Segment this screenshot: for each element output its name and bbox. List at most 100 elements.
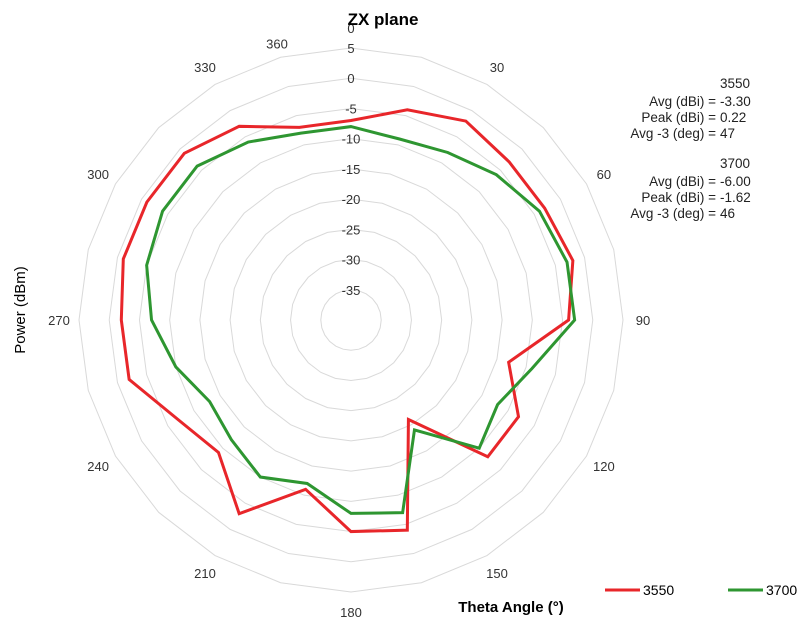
stats-label: Avg (dBi) = xyxy=(649,174,716,189)
stats-row: Avg -3 (deg) = 46 xyxy=(610,206,770,222)
data-point-3550 xyxy=(507,361,510,364)
grid-ring xyxy=(229,198,473,442)
stats-block-3700: 3700 Avg (dBi) = -6.00 Peak (dBi) = -1.6… xyxy=(610,156,770,222)
angle-tick-label: 360 xyxy=(266,37,288,52)
series-line-3700 xyxy=(145,125,577,515)
data-point-3700 xyxy=(259,475,262,479)
data-point-3550 xyxy=(183,152,186,155)
angle-tick-label: 210 xyxy=(194,566,216,581)
data-point-3550 xyxy=(127,378,131,381)
data-point-3550 xyxy=(543,206,546,210)
data-point-3550 xyxy=(349,119,353,122)
radial-tick-label: -25 xyxy=(342,222,361,237)
data-point-3700 xyxy=(161,210,164,213)
data-point-3550 xyxy=(237,125,241,128)
stats-row: Avg (dBi) = -3.30 xyxy=(610,94,770,110)
stats-row: Avg (dBi) = -6.00 xyxy=(610,174,770,190)
angle-tick-label: 240 xyxy=(87,459,109,474)
stats-label: Peak (dBi) = xyxy=(641,110,716,125)
stats-block-3550: 3550 Avg (dBi) = -3.30 Peak (dBi) = 0.22… xyxy=(610,76,770,142)
data-point-3550 xyxy=(177,418,180,421)
tick-labels: 5 0 -5 -10 -15 -20 -25 -30 -35 0 30 60 90 120 150 180 21… xyxy=(48,21,650,618)
data-point-3700 xyxy=(247,140,250,144)
legend: 3550 3700 xyxy=(605,582,797,598)
grid-ring xyxy=(199,168,503,472)
x-axis-label: Theta Angle (°) xyxy=(458,599,563,616)
data-point-3700 xyxy=(478,447,481,450)
stats-heading: 3700 xyxy=(719,156,750,171)
angle-tick-label: 300 xyxy=(87,167,109,182)
radial-tick-label: -35 xyxy=(342,283,361,298)
radial-tick-label: -15 xyxy=(342,162,361,177)
stats-value: 0.22 xyxy=(720,110,747,125)
data-point-3550 xyxy=(517,415,520,418)
data-point-3700 xyxy=(413,428,416,432)
stats-value: 47 xyxy=(720,126,736,141)
data-point-3700 xyxy=(398,137,401,141)
data-point-3700 xyxy=(230,438,233,441)
data-point-3700 xyxy=(401,511,404,514)
data-point-3550 xyxy=(407,418,410,421)
stats-row: Peak (dBi) = 0.22 xyxy=(610,110,770,126)
grid-ring xyxy=(108,77,594,563)
data-point-3550 xyxy=(486,455,489,458)
data-point-3700 xyxy=(145,264,148,267)
angle-tick-label: 30 xyxy=(490,60,504,75)
data-point-3700 xyxy=(496,403,499,406)
stats-label: Avg -3 (deg) = xyxy=(630,126,716,141)
data-point-3550 xyxy=(145,200,149,204)
grid-ring xyxy=(78,47,624,593)
legend-label-3700: 3700 xyxy=(766,582,797,598)
series-layer xyxy=(119,108,577,534)
data-point-3550 xyxy=(237,512,241,515)
data-point-3550 xyxy=(122,257,125,261)
angle-tick-label: 330 xyxy=(194,60,216,75)
grid-ring xyxy=(290,259,412,381)
radial-tick-label: 5 xyxy=(347,41,354,56)
data-point-3550 xyxy=(349,530,353,533)
data-point-3550 xyxy=(406,528,409,532)
data-point-3700 xyxy=(299,131,303,135)
data-point-3700 xyxy=(349,512,353,515)
data-point-3700 xyxy=(565,260,569,264)
stats-label: Avg -3 (deg) = xyxy=(630,206,716,221)
legend-label-3550: 3550 xyxy=(643,582,674,598)
data-point-3700 xyxy=(530,367,534,370)
grid-ring xyxy=(259,228,443,412)
data-point-3550 xyxy=(571,259,575,262)
data-point-3700 xyxy=(495,173,498,176)
data-point-3550 xyxy=(217,451,220,454)
angle-tick-label: 90 xyxy=(636,313,650,328)
data-point-3550 xyxy=(567,318,570,322)
stats-value: -6.00 xyxy=(720,174,751,189)
radial-tick-label: -20 xyxy=(342,192,361,207)
stats-row: Avg -3 (deg) = 47 xyxy=(610,126,770,142)
data-point-3700 xyxy=(573,318,576,322)
stats-label: Avg (dBi) = xyxy=(649,94,716,109)
chart-title: ZX plane xyxy=(348,10,419,29)
stats-heading: 3550 xyxy=(719,76,750,91)
stats-row: Peak (dBi) = -1.62 xyxy=(610,190,770,206)
data-point-3700 xyxy=(446,151,449,154)
data-point-3700 xyxy=(208,400,211,403)
angle-tick-label: 270 xyxy=(48,313,70,328)
stats-value: 46 xyxy=(720,206,736,221)
radial-tick-label: -30 xyxy=(342,253,361,268)
radial-tick-label: -10 xyxy=(342,132,361,147)
data-point-3700 xyxy=(305,482,309,485)
stats-value: -3.30 xyxy=(720,94,751,109)
data-point-3550 xyxy=(406,108,409,112)
data-point-3700 xyxy=(150,318,153,322)
data-point-3550 xyxy=(507,160,511,164)
stats-value: -1.62 xyxy=(720,190,751,205)
data-point-3550 xyxy=(304,488,307,491)
data-point-3550 xyxy=(120,318,123,322)
grid-ring xyxy=(169,138,533,502)
data-point-3550 xyxy=(464,119,468,123)
angle-tick-label: 60 xyxy=(597,167,611,182)
angle-tick-label: 150 xyxy=(486,566,508,581)
angle-tick-label: 0 xyxy=(347,21,354,36)
data-point-3700 xyxy=(538,210,541,213)
angle-tick-label: 120 xyxy=(593,459,615,474)
